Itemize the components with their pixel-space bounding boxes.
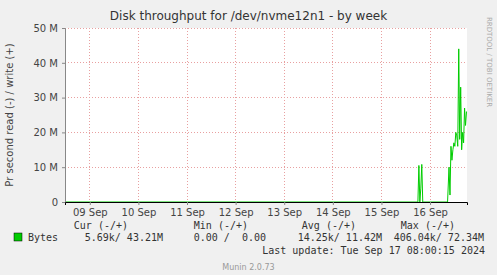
x-tick-mark xyxy=(187,202,188,205)
stats-value: 14.25k/ 11.42M xyxy=(298,232,382,243)
grid-line xyxy=(138,28,139,202)
grid-line xyxy=(284,28,285,202)
stats-header: Avg (-/+) xyxy=(302,220,356,231)
x-tick-label: 10 Sep xyxy=(122,207,157,218)
y-tick-label: 30 M xyxy=(33,92,58,103)
x-tick-mark xyxy=(138,202,139,205)
stats-header: Min (-/+) xyxy=(194,220,248,231)
grid-line xyxy=(65,167,467,168)
last-update: Last update: Tue Sep 17 08:00:15 2024 xyxy=(262,245,485,256)
grid-line xyxy=(65,28,467,29)
stats-header: Max (-/+) xyxy=(401,220,455,231)
plot-area xyxy=(65,28,467,202)
x-tick-label: 12 Sep xyxy=(219,207,254,218)
x-tick: 14 Sep xyxy=(316,202,351,218)
y-tick: 10 M xyxy=(33,162,65,173)
y-tick-label: 0 xyxy=(52,197,58,208)
x-tick: 15 Sep xyxy=(365,202,400,218)
x-axis: 09 Sep 10 Sep 11 Sep 12 Sep 13 Sep 14 Sep 15 S… xyxy=(66,202,468,218)
x-axis-line xyxy=(66,203,468,206)
y-tick: 20 M xyxy=(33,127,65,138)
grid-line xyxy=(187,28,188,202)
y-axis-line xyxy=(62,29,66,203)
y-axis-title: Pr second read (-) / write (+) xyxy=(4,43,15,186)
chart: 0 10 M 20 M 30 M 40 M 50 M 09 Sep 10 Sep 11 Sep 1… xyxy=(0,0,497,275)
grid-line xyxy=(65,62,467,63)
x-tick: 16 Sep xyxy=(413,202,448,218)
grid xyxy=(65,28,467,202)
y-tick-mark xyxy=(62,202,65,203)
x-tick-label: 16 Sep xyxy=(413,207,448,218)
stats-header: Cur (-/+) xyxy=(74,220,128,231)
stats-value: 5.69k/ 43.21M xyxy=(85,232,163,243)
y-tick: 40 M xyxy=(33,58,65,69)
background xyxy=(0,0,497,275)
y-tick-mark xyxy=(62,132,65,133)
grid-line xyxy=(381,28,382,202)
y-tick-label: 10 M xyxy=(33,162,58,173)
legend-swatch xyxy=(14,233,22,241)
y-tick: 50 M xyxy=(33,23,65,34)
legend: Bytes Cur (-/+) Min (-/+) Avg (-/+) Max (-/+… xyxy=(14,220,484,243)
x-tick-mark xyxy=(430,202,431,205)
marks xyxy=(65,49,467,202)
x-tick-label: 15 Sep xyxy=(365,207,400,218)
x-tick-label: 11 Sep xyxy=(170,207,205,218)
x-tick-label: 14 Sep xyxy=(316,207,351,218)
y-tick-mark xyxy=(62,28,65,29)
x-tick: 09 Sep xyxy=(73,202,108,218)
y-tick-label: 40 M xyxy=(33,58,58,69)
x-tick-mark xyxy=(333,202,334,205)
y-tick: 30 M xyxy=(33,92,65,103)
stats-value: 0.00 / 0.00 xyxy=(194,232,266,243)
grid-line xyxy=(430,28,431,202)
grid-line xyxy=(235,28,236,202)
x-tick: 12 Sep xyxy=(219,202,254,218)
y-tick-mark xyxy=(62,167,65,168)
legend-label: Bytes xyxy=(28,232,58,243)
y-tick-label: 50 M xyxy=(33,23,58,34)
x-tick-mark xyxy=(381,202,382,205)
y-tick-mark xyxy=(62,63,65,64)
footer: Munin 2.0.73 xyxy=(222,263,274,272)
x-tick: 11 Sep xyxy=(170,202,205,218)
grid-line xyxy=(332,28,333,202)
x-tick-label: 13 Sep xyxy=(267,207,302,218)
y-tick: 0 xyxy=(52,197,65,208)
grid-line xyxy=(65,97,467,98)
x-tick-mark xyxy=(90,202,91,205)
y-tick-label: 20 M xyxy=(33,127,58,138)
watermark: RRDTOOL / TOBI OETIKER xyxy=(485,17,493,107)
grid-line xyxy=(89,28,90,202)
x-tick: 10 Sep xyxy=(122,202,157,218)
grid-line xyxy=(65,132,467,133)
x-tick-mark xyxy=(236,202,237,205)
stats-value: 406.04k/ 72.34M xyxy=(394,232,484,243)
y-axis: 0 10 M 20 M 30 M 40 M 50 M xyxy=(33,23,65,208)
x-tick-mark xyxy=(284,202,285,205)
y-tick-mark xyxy=(62,98,65,99)
x-tick-label: 09 Sep xyxy=(73,207,108,218)
series-line xyxy=(65,49,467,202)
title: Disk throughput for /dev/nvme12n1 - by w… xyxy=(110,9,387,23)
x-tick: 13 Sep xyxy=(267,202,302,218)
